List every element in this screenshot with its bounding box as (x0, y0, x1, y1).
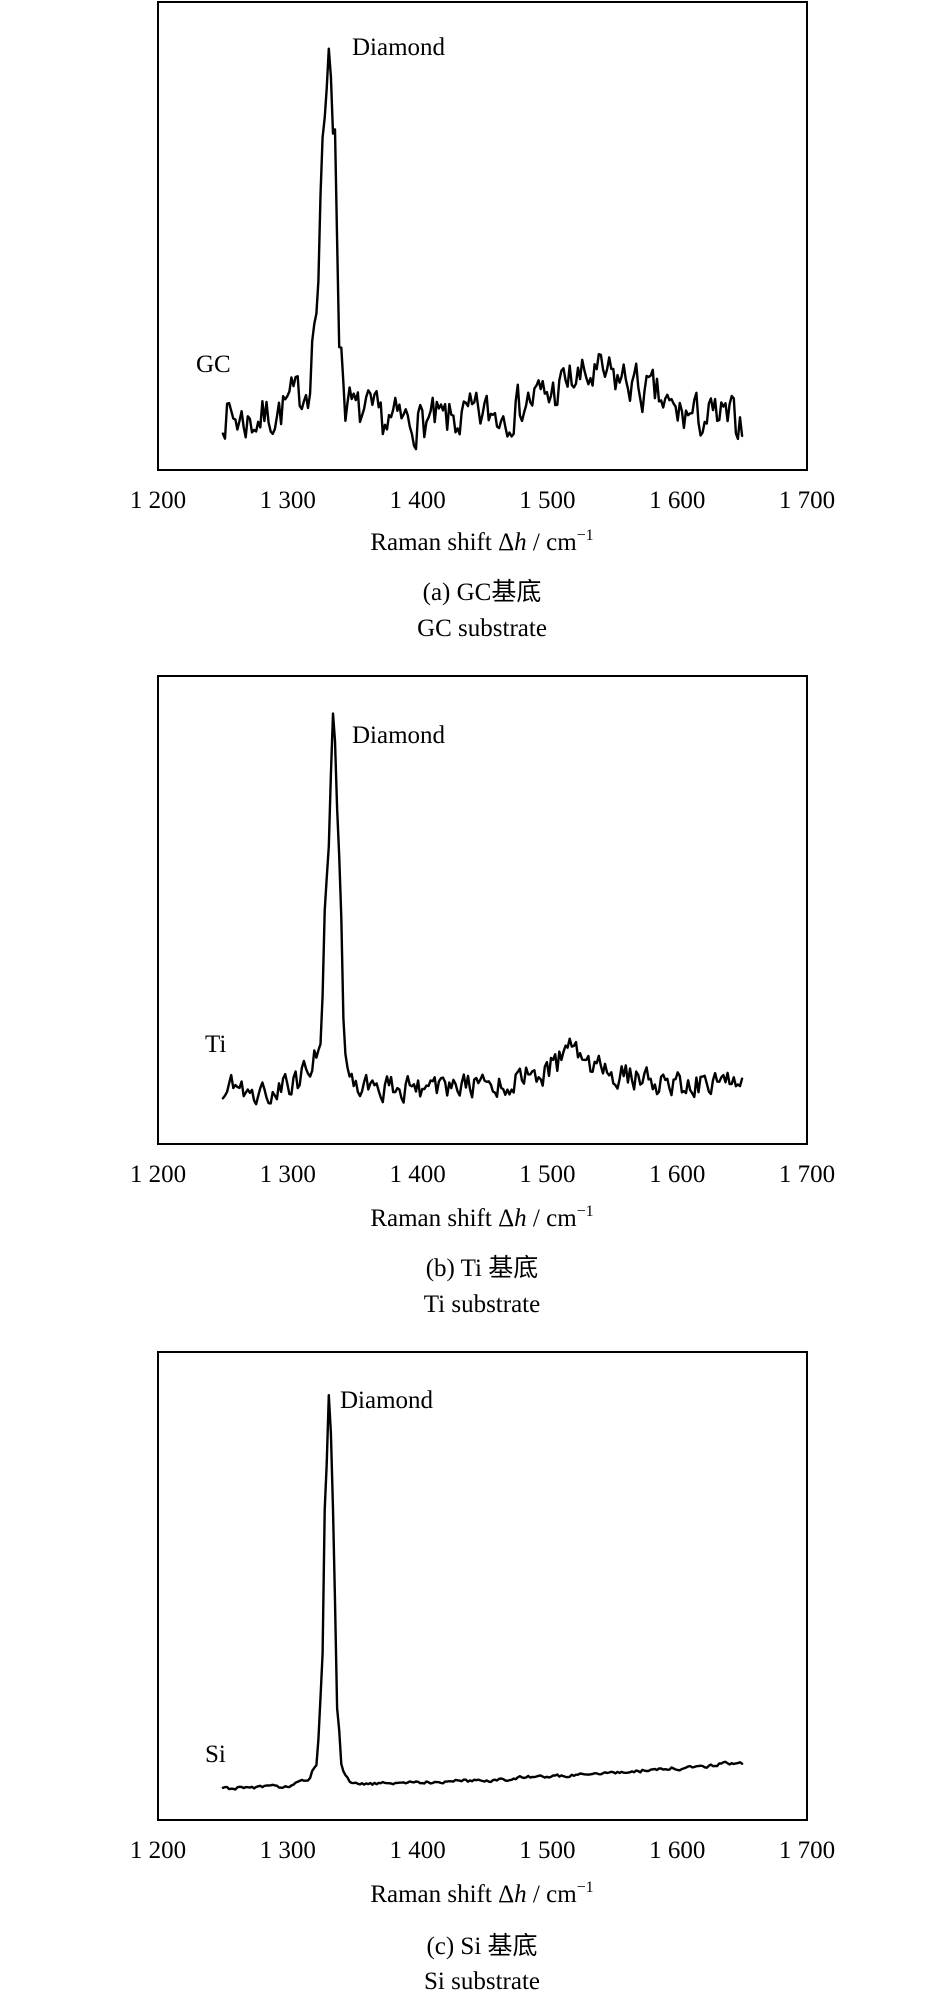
x-tick-label: 1 200 (130, 1837, 186, 1864)
x-tick-label: 1 200 (130, 1161, 186, 1188)
panel-b-ti-substrate: Ti Diamond 1 200 1 300 1 400 1 500 1 600 1 70… (130, 675, 835, 1318)
panel-c-series-label: Si (205, 1741, 226, 1768)
panel-a-spectrum-line (221, 47, 744, 451)
x-tick-label: 1 700 (779, 1161, 835, 1188)
panel-b-x-axis-label: Raman shift Δh / cm−1 (370, 1203, 593, 1232)
x-tick-label: 1 400 (389, 487, 445, 514)
panel-a-caption-line-2: GC substrate (417, 615, 547, 642)
panel-c-plot-frame (157, 1351, 808, 1821)
panel-a-x-tick-labels: 1 200 1 300 1 400 1 500 1 600 1 700 (130, 487, 835, 514)
panel-c-caption-line-1: (c) Si 基底 (426, 1932, 537, 1960)
panel-b-series-label: Ti (205, 1031, 226, 1058)
x-tick-label: 1 300 (260, 1161, 316, 1188)
panel-a-caption-line-1: (a) GC基底 (423, 578, 542, 606)
x-tick-label: 1 600 (649, 487, 705, 514)
panel-b-x-tick-labels: 1 200 1 300 1 400 1 500 1 600 1 700 (130, 1161, 835, 1188)
panel-b-peak-label: Diamond (352, 722, 446, 749)
panel-c-caption-line-2: Si substrate (424, 1968, 540, 1995)
x-tick-label: 1 200 (130, 487, 186, 514)
panel-b-caption-line-1: (b) Ti 基底 (426, 1254, 539, 1282)
panel-a-series-label: GC (196, 351, 231, 378)
panel-a-plot-frame (157, 1, 808, 471)
x-tick-label: 1 600 (649, 1161, 705, 1188)
x-tick-label: 1 500 (519, 1837, 575, 1864)
panel-a-x-axis-label: Raman shift Δh / cm−1 (370, 527, 593, 556)
x-tick-label: 1 500 (519, 1161, 575, 1188)
panel-c-x-axis-label: Raman shift Δh / cm−1 (370, 1879, 593, 1908)
x-tick-label: 1 500 (519, 487, 575, 514)
x-tick-label: 1 600 (649, 1837, 705, 1864)
panel-a-gc-substrate: GC Diamond 1 200 1 300 1 400 1 500 1 600 1 70… (130, 1, 835, 642)
panel-a-peak-label: Diamond (352, 34, 446, 61)
x-tick-label: 1 300 (260, 1837, 316, 1864)
x-tick-label: 1 400 (389, 1161, 445, 1188)
panel-b-spectrum-line (221, 712, 744, 1106)
x-tick-label: 1 400 (389, 1837, 445, 1864)
panel-c-x-tick-labels: 1 200 1 300 1 400 1 500 1 600 1 700 (130, 1837, 835, 1864)
x-tick-label: 1 300 (260, 487, 316, 514)
x-tick-label: 1 700 (779, 1837, 835, 1864)
panel-c-peak-label: Diamond (340, 1387, 434, 1414)
panel-c-spectrum-line (221, 1394, 744, 1791)
panel-b-plot-frame (157, 675, 808, 1145)
x-tick-label: 1 700 (779, 487, 835, 514)
panel-c-si-substrate: Si Diamond 1 200 1 300 1 400 1 500 1 600 1 70… (130, 1351, 835, 1995)
panel-b-caption-line-2: Ti substrate (424, 1291, 540, 1318)
